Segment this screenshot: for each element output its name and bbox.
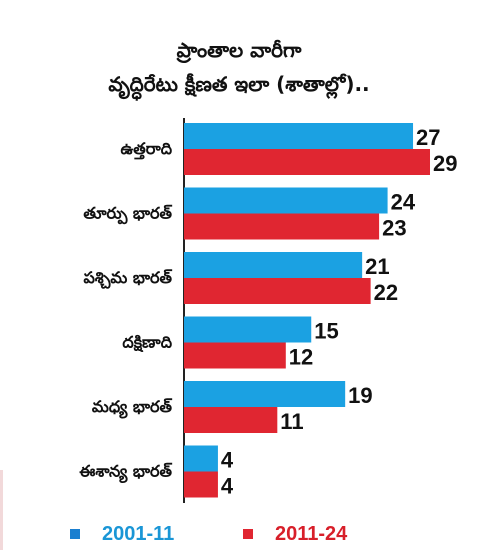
data-label-2001-11-5: 4	[221, 448, 234, 473]
bar-2011-24-4	[184, 407, 278, 433]
bar-2001-11-0	[184, 123, 414, 149]
bar-2001-11-1	[184, 187, 388, 214]
legend-item-2001-11: 2001-11	[70, 522, 174, 546]
chart-subtitle: వృద్ధిరేటు క్షీణత ఇలా (శాతాల్లో)..	[108, 72, 370, 96]
category-label-4: మధ్య భారత్	[92, 397, 173, 419]
data-label-2011-24-2: 22	[374, 280, 398, 305]
data-label-2001-11-4: 19	[348, 383, 372, 408]
bar-2011-24-5	[184, 471, 218, 498]
data-label-2001-11-0: 27	[416, 125, 440, 150]
bar-2011-24-0	[184, 149, 430, 175]
legend-swatch-2001-11	[70, 529, 80, 539]
category-label-0: ఉత్తరాది	[120, 139, 172, 160]
category-label-3: దక్షిణాది	[122, 333, 172, 353]
legend-label-2001-11: 2001-11	[102, 522, 175, 545]
data-label-2001-11-2: 21	[365, 254, 389, 279]
category-label-1: తూర్పు భారత్	[83, 204, 172, 225]
bar-2011-24-1	[184, 213, 380, 240]
data-label-2011-24-3: 12	[289, 345, 313, 370]
data-label-2001-11-1: 24	[391, 190, 416, 215]
legend-item-2011-24: 2011-24	[243, 522, 347, 546]
data-label-2001-11-3: 15	[314, 319, 338, 344]
category-label-2: పశ్చిమ భారత్	[84, 268, 173, 289]
bar-2011-24-2	[184, 278, 371, 304]
legend-swatch-2011-24	[243, 529, 253, 539]
chart-title: ప్రాంతాల వారీగా	[176, 38, 302, 62]
page-edge-mark	[0, 470, 3, 550]
legend-label-2011-24: 2011-24	[275, 522, 348, 545]
data-label-2011-24-5: 4	[221, 474, 234, 499]
bar-2001-11-2	[184, 252, 363, 278]
category-label-5: ఈశాన్య భారత్	[79, 462, 172, 484]
bar-2011-24-3	[184, 342, 286, 369]
bar-2001-11-4	[184, 381, 346, 407]
bar-2001-11-5	[184, 445, 218, 472]
data-label-2011-24-1: 23	[382, 216, 406, 241]
data-label-2011-24-4: 11	[280, 409, 303, 434]
bar-2001-11-3	[184, 316, 312, 343]
data-label-2011-24-0: 29	[433, 151, 457, 176]
